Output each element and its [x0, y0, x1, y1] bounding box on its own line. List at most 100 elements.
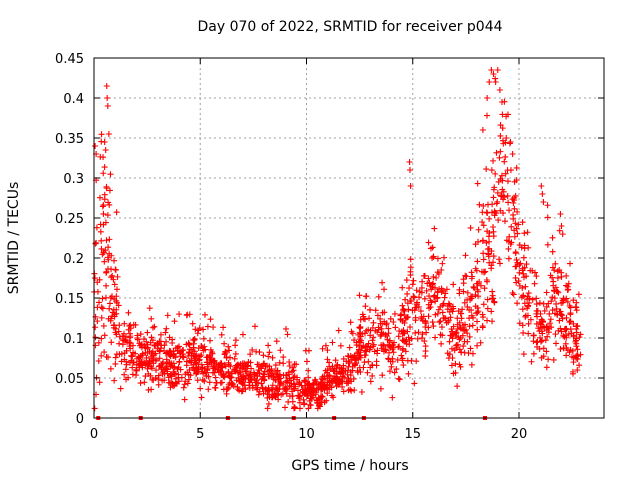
data-point — [533, 310, 540, 317]
data-point — [372, 307, 379, 314]
data-point — [337, 378, 344, 385]
data-point — [91, 275, 98, 282]
data-point — [204, 361, 211, 368]
data-point — [225, 359, 232, 366]
data-point — [193, 360, 200, 367]
data-point — [452, 360, 459, 367]
data-point — [503, 135, 510, 141]
data-point — [536, 345, 543, 352]
data-point — [231, 355, 238, 362]
data-point — [252, 323, 259, 330]
data-point — [111, 377, 118, 384]
data-point — [497, 207, 504, 214]
data-point — [296, 399, 303, 406]
data-point — [100, 202, 107, 209]
data-point — [133, 372, 140, 379]
data-point — [129, 371, 136, 378]
data-point — [334, 361, 341, 368]
data-point — [121, 371, 128, 378]
data-point — [413, 287, 420, 294]
data-point — [400, 307, 407, 314]
data-point — [519, 284, 526, 291]
data-point — [391, 369, 398, 376]
data-point — [558, 328, 565, 335]
data-point — [92, 324, 99, 331]
data-point — [514, 300, 521, 307]
data-point — [327, 366, 334, 373]
data-point — [236, 387, 243, 394]
data-point — [319, 376, 326, 383]
data-point — [239, 373, 246, 380]
data-point — [358, 389, 365, 396]
data-point — [466, 333, 473, 340]
data-point — [333, 365, 340, 372]
data-point — [205, 386, 212, 393]
data-point — [169, 380, 176, 387]
data-point — [198, 394, 205, 401]
data-point — [505, 199, 512, 206]
data-point — [450, 370, 457, 377]
data-point — [559, 315, 566, 322]
data-point — [533, 339, 540, 346]
data-point — [98, 237, 105, 244]
data-point — [483, 209, 490, 216]
data-point — [486, 245, 493, 252]
data-point — [141, 343, 148, 350]
data-point — [208, 349, 215, 356]
chart-title: Day 070 of 2022, SRMTID for receiver p04… — [197, 19, 502, 35]
data-point — [416, 288, 423, 295]
data-point — [370, 334, 377, 341]
data-point — [385, 355, 392, 362]
data-point — [504, 178, 511, 185]
data-point — [520, 254, 527, 261]
data-point — [502, 170, 509, 177]
y-tick-label: 0.1 — [63, 332, 84, 347]
data-point — [374, 347, 381, 354]
data-point — [161, 377, 168, 384]
data-point — [307, 395, 314, 402]
data-point — [359, 344, 366, 351]
data-point — [324, 373, 331, 380]
data-point — [360, 364, 367, 371]
data-point — [112, 266, 119, 273]
data-point — [540, 345, 547, 352]
data-point — [523, 261, 530, 268]
data-point — [165, 374, 172, 381]
data-point — [407, 183, 414, 189]
data-point — [415, 329, 422, 336]
data-point — [345, 353, 352, 360]
data-point — [463, 273, 470, 280]
data-point — [390, 318, 397, 325]
data-point — [539, 323, 546, 330]
data-point — [159, 371, 166, 378]
data-point — [387, 315, 394, 322]
data-point — [468, 361, 475, 368]
data-point — [93, 224, 100, 231]
data-point — [235, 378, 242, 385]
data-points — [91, 67, 584, 420]
data-point — [99, 203, 106, 210]
data-point — [106, 300, 113, 307]
data-point — [315, 385, 322, 392]
data-point — [331, 368, 338, 375]
data-point — [347, 319, 354, 326]
data-point — [192, 326, 199, 333]
data-point — [549, 234, 556, 241]
data-point — [509, 151, 516, 157]
data-point — [566, 349, 573, 356]
data-point — [533, 295, 540, 302]
data-point — [549, 248, 556, 255]
data-point — [497, 132, 504, 139]
data-point — [164, 312, 171, 319]
data-point — [163, 349, 170, 356]
data-point — [218, 364, 225, 371]
data-point — [486, 238, 493, 245]
data-point — [529, 296, 536, 303]
data-point — [231, 366, 238, 373]
data-point — [429, 255, 436, 262]
data-point — [101, 258, 108, 265]
data-point — [246, 379, 253, 386]
data-point — [553, 305, 560, 312]
data-point — [169, 336, 176, 343]
data-point — [269, 394, 276, 401]
